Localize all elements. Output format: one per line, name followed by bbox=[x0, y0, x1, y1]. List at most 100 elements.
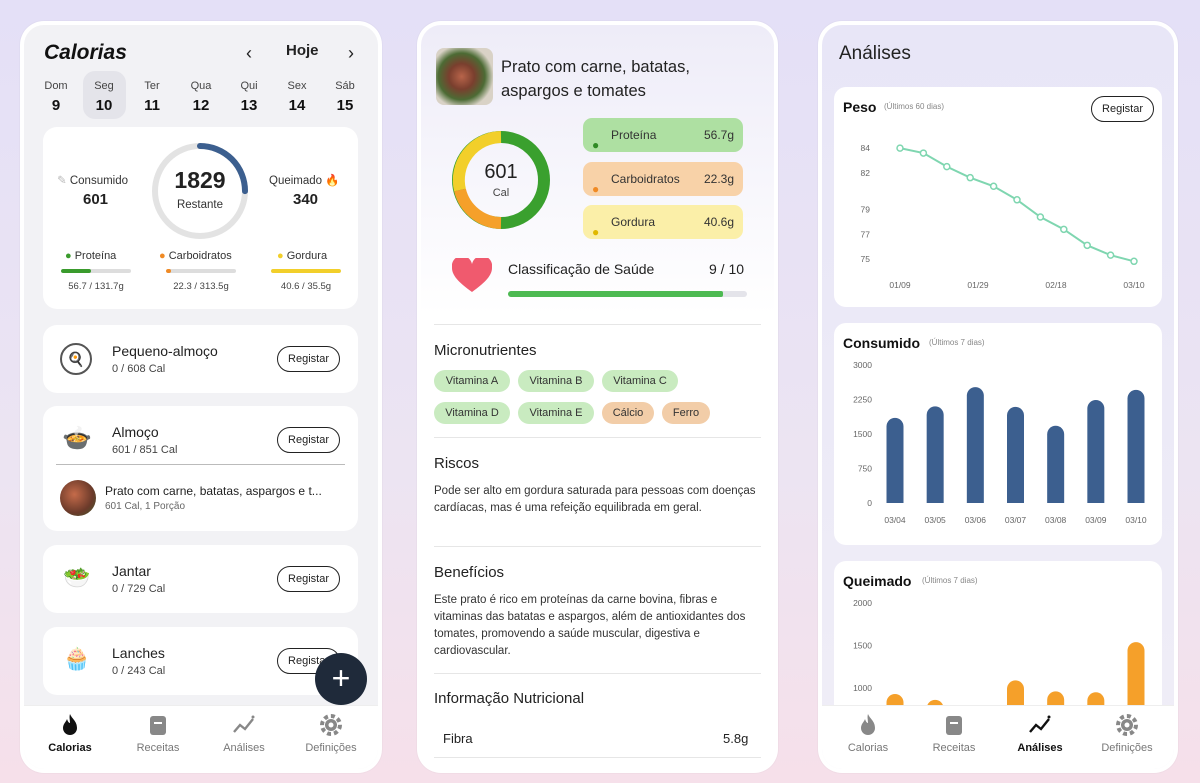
divider bbox=[56, 464, 345, 465]
register-lunch-button[interactable]: Registar bbox=[277, 427, 340, 453]
page-title: Calorias bbox=[44, 41, 127, 64]
health-label: Classificação de Saúde bbox=[508, 261, 655, 277]
nav-definicoes[interactable]: Definições bbox=[1087, 712, 1167, 754]
micronutrient-chip: Cálcio bbox=[602, 402, 654, 424]
data-point bbox=[966, 173, 974, 182]
food-detail-phone: Prato com carne, batatas, aspargos e tom… bbox=[417, 21, 778, 773]
bar bbox=[1007, 406, 1024, 503]
x-tick-label: 03/06 bbox=[965, 515, 987, 525]
nav-analises[interactable]: Análises bbox=[204, 712, 284, 754]
bar bbox=[1127, 389, 1145, 503]
calories-phone: Calorias ‹ Hoje › Dom 9 Seg 10 Ter 11 Qua 12… bbox=[20, 21, 382, 773]
y-tick-label: 82 bbox=[861, 168, 871, 178]
nav-calorias[interactable]: Calorias bbox=[828, 712, 908, 754]
y-tick-label: 750 bbox=[858, 464, 872, 474]
nav-analises[interactable]: Análises bbox=[1000, 712, 1080, 754]
flame-icon bbox=[855, 712, 881, 738]
x-tick-label: 03/10 bbox=[1123, 280, 1145, 290]
meal-dinner[interactable]: 🥗 Jantar 0 / 729 Cal Registar bbox=[43, 545, 358, 613]
nutrition-title: Informação Nutricional bbox=[434, 690, 585, 707]
data-point bbox=[919, 149, 928, 157]
analytics-phone: Análises Peso (Últimos 60 dias) Registar… bbox=[818, 21, 1178, 773]
x-tick-label: 01/09 bbox=[889, 280, 911, 290]
data-point bbox=[1106, 251, 1115, 259]
micronutrient-chip: Vitamina D bbox=[434, 402, 510, 424]
flame-icon: 🔥 bbox=[325, 175, 340, 187]
register-weight-button[interactable]: Registar bbox=[1091, 96, 1154, 122]
calorie-unit: Cal bbox=[492, 187, 510, 199]
prev-day-icon[interactable]: ‹ bbox=[246, 43, 252, 63]
add-button[interactable]: + bbox=[315, 653, 367, 705]
fat-icon: ● bbox=[592, 225, 600, 239]
carbs-pill: ● Carboidratos 22.3g bbox=[583, 162, 743, 196]
micronutrient-chip: Vitamina E bbox=[518, 402, 594, 424]
x-tick-label: 03/04 bbox=[884, 515, 906, 525]
nutrition-row-label: Fibra bbox=[443, 731, 473, 746]
bar bbox=[966, 387, 984, 503]
meal-lunch[interactable]: 🍲 Almoço 601 / 851 Cal Registar Prato co… bbox=[43, 406, 358, 531]
consumed-value: 601 bbox=[83, 191, 109, 208]
meal-snacks[interactable]: 🧁 Lanches 0 / 243 Cal Registar bbox=[43, 627, 358, 695]
register-breakfast-button[interactable]: Registar bbox=[277, 346, 340, 372]
nav-calorias[interactable]: Calorias bbox=[30, 712, 110, 754]
nav-receitas[interactable]: Receitas bbox=[914, 712, 994, 754]
lunch-item-detail: 601 Cal, 1 Porção bbox=[105, 501, 186, 512]
fat-icon: ● bbox=[277, 250, 284, 262]
x-tick-label: 03/08 bbox=[1045, 515, 1067, 525]
micronutrient-chip: Vitamina C bbox=[602, 370, 678, 392]
remaining-ring bbox=[152, 143, 248, 239]
carbs-icon: ● bbox=[592, 182, 600, 196]
salad-icon: 🥗 bbox=[63, 565, 91, 590]
divider bbox=[434, 324, 761, 325]
micronutrient-chip: Vitamina B bbox=[518, 370, 594, 392]
data-point bbox=[1060, 225, 1068, 234]
next-day-icon[interactable]: › bbox=[348, 43, 354, 63]
data-point bbox=[989, 182, 998, 191]
y-tick-label: 2250 bbox=[853, 395, 872, 405]
y-tick-label: 77 bbox=[861, 229, 871, 239]
protein-bar bbox=[61, 269, 131, 273]
gear-icon bbox=[1114, 712, 1140, 738]
ring-progress bbox=[152, 143, 248, 239]
fork-knife-icon: ✎ bbox=[57, 175, 67, 187]
y-tick-label: 0 bbox=[867, 498, 872, 508]
benefits-text: Este prato é rico em proteínas da carne … bbox=[434, 594, 746, 657]
weight-chart: 84 82 79 77 75 01/09 01/29 02/18 03/10 bbox=[861, 143, 1145, 290]
analytics-screen: Análises Peso (Últimos 60 dias) Registar… bbox=[822, 25, 1174, 769]
protein-icon: ● bbox=[65, 250, 72, 262]
micronutrient-chip: Vitamina A bbox=[434, 370, 510, 392]
nav-definicoes[interactable]: Definições bbox=[291, 712, 371, 754]
divider bbox=[434, 546, 761, 547]
risks-title: Riscos bbox=[434, 455, 480, 472]
bottom-nav: Calorias Receitas Análises Definições bbox=[24, 705, 378, 769]
y-tick-label: 75 bbox=[861, 254, 871, 264]
y-tick-label: 2000 bbox=[853, 598, 872, 608]
nutrition-row-value: 5.8g bbox=[723, 731, 749, 746]
register-dinner-button[interactable]: Registar bbox=[277, 566, 340, 592]
heart-icon bbox=[452, 258, 492, 292]
fat-pill: ● Gordura 40.6g bbox=[583, 205, 743, 239]
consumed-label: ✎ Consumido bbox=[57, 175, 129, 187]
breakfast-icon: 🍳 bbox=[60, 343, 92, 375]
nav-receitas[interactable]: Receitas bbox=[118, 712, 198, 754]
x-tick-label: 03/05 bbox=[925, 515, 947, 525]
analytics-icon bbox=[1027, 712, 1053, 738]
remaining-value: 1829 bbox=[174, 167, 226, 193]
dish-photo bbox=[436, 48, 493, 105]
lunch-item-name[interactable]: Prato com carne, batatas, aspargos e t..… bbox=[105, 484, 322, 498]
recipe-icon bbox=[145, 712, 171, 738]
calorie-value: 601 bbox=[484, 161, 518, 183]
summary-card: ✎ Consumido 601 1829 Restante Queimado 🔥… bbox=[43, 127, 358, 309]
consumed-subtitle: (Últimos 7 dias) bbox=[929, 338, 985, 347]
health-bar bbox=[508, 291, 747, 297]
benefits-title: Benefícios bbox=[434, 564, 505, 581]
gear-icon bbox=[318, 712, 344, 738]
analytics-icon bbox=[231, 712, 257, 738]
data-point bbox=[1036, 213, 1045, 221]
y-tick-label: 1500 bbox=[853, 429, 872, 439]
page-title: Análises bbox=[839, 43, 911, 64]
lunch-bowl-icon: 🍲 bbox=[62, 425, 92, 452]
dish-name: Prato com carne, batatas, aspargos e tom… bbox=[501, 58, 690, 100]
consumed-chart: 3000 2250 1500 750 0 03/04 03/05 03/06 03/07 03/0… bbox=[853, 360, 1147, 525]
meal-breakfast[interactable]: 🍳 Pequeno-almoço 0 / 608 Cal Registar bbox=[43, 325, 358, 393]
